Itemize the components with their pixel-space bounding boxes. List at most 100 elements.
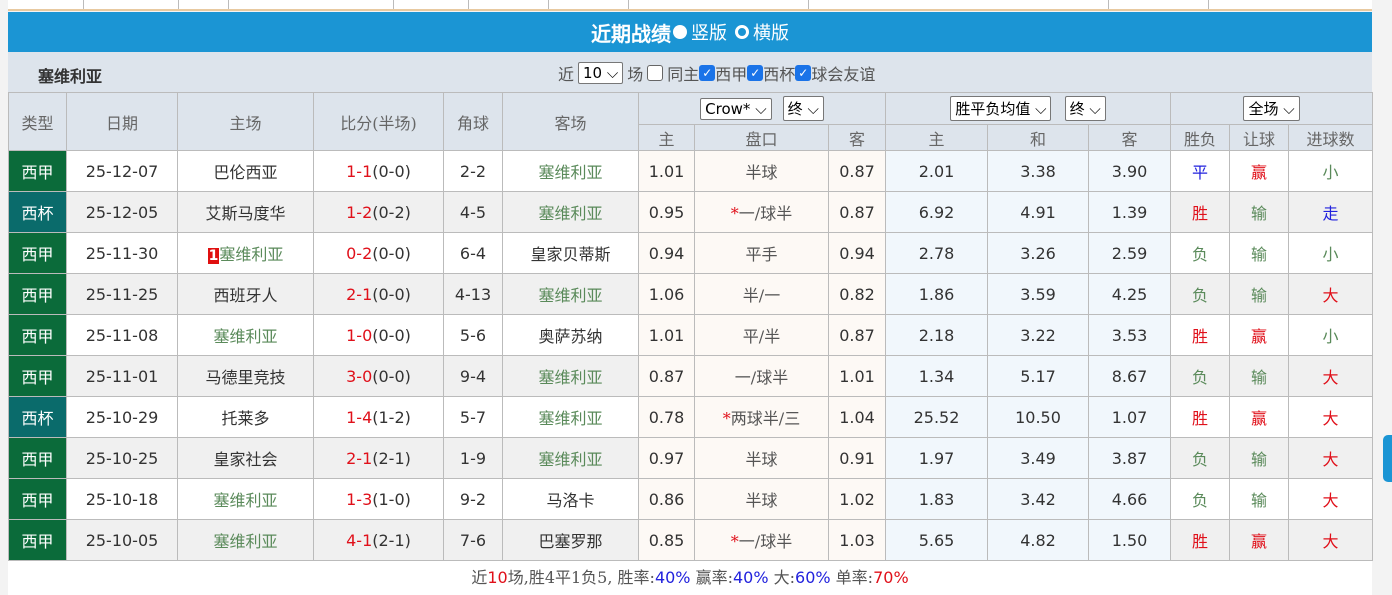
half-time-score: (0-0): [372, 325, 411, 345]
period-select[interactable]: 全场 ⌵: [1243, 96, 1300, 121]
score-cell[interactable]: 2-1(0-0): [313, 273, 444, 315]
handicap-result: 赢: [1229, 314, 1290, 356]
home-team[interactable]: 皇家社会: [213, 450, 278, 469]
summary-text: 场,胜4平1负5, 胜率:: [507, 568, 655, 587]
col-corner: 角球: [443, 92, 503, 151]
eu-away-odds: 1.07: [1088, 396, 1172, 438]
home-cell: 塞维利亚: [177, 478, 314, 520]
radio-horizontal[interactable]: [735, 25, 749, 39]
away-cell: 塞维利亚: [502, 396, 639, 438]
radio-vertical-label[interactable]: 竖版: [691, 23, 727, 44]
away-team[interactable]: 奥萨苏纳: [538, 327, 603, 346]
away-team[interactable]: 巴塞罗那: [538, 532, 603, 551]
half-time-score: (0-0): [372, 243, 411, 263]
away-cell: 塞维利亚: [502, 150, 639, 192]
away-team[interactable]: 塞维利亚: [538, 163, 603, 182]
score-cell[interactable]: 1-3(1-0): [313, 478, 444, 520]
away-team[interactable]: 塞维利亚: [538, 286, 603, 305]
ah-line-cell: *一/球半: [694, 191, 829, 233]
section-title: 近期战绩: [591, 21, 671, 46]
eu-home-odds: 1.34: [885, 355, 989, 397]
match-type: 西甲: [8, 437, 67, 479]
half-time-score: (2-1): [372, 448, 411, 468]
goals-result: 小: [1288, 314, 1374, 356]
match-date: 25-10-25: [66, 437, 178, 479]
copa-checkbox[interactable]: ✓: [747, 65, 764, 81]
match-result: 胜: [1170, 191, 1231, 233]
ah-star: *: [730, 532, 739, 551]
ah-home-odds: 0.94: [638, 232, 695, 274]
score-cell[interactable]: 1-0(0-0): [313, 314, 444, 356]
match-count-select[interactable]: 10 ⌵: [578, 62, 624, 84]
match-table: 类型 日期 主场 比分(半场) 角球 客场 Crow* ⌵ 终 ⌵ 胜平负均值 …: [8, 92, 1374, 561]
same-home-label: 同主: [667, 65, 700, 84]
away-team[interactable]: 塞维利亚: [538, 368, 603, 387]
handicap-result: 输: [1229, 232, 1290, 274]
filter-bar: 塞维利亚 近 10 ⌵ 场 同主 ✓ 西甲 ✓ 西杯 ✓ 球会友谊: [8, 52, 1372, 92]
match-result: 负: [1170, 478, 1231, 520]
half-time-score: (1-0): [372, 489, 411, 509]
home-team[interactable]: 塞维利亚: [219, 245, 284, 264]
home-team[interactable]: 塞维利亚: [213, 327, 278, 346]
odds-phase-select[interactable]: 终 ⌵: [1064, 96, 1106, 121]
score-cell[interactable]: 1-4(1-2): [313, 396, 444, 438]
corner-score: 5-6: [443, 314, 503, 356]
match-date: 25-11-08: [66, 314, 178, 356]
ah-away-odds: 0.87: [827, 191, 887, 233]
away-team[interactable]: 塞维利亚: [538, 450, 603, 469]
home-team[interactable]: 托莱多: [221, 409, 270, 428]
friendly-checkbox[interactable]: ✓: [795, 65, 812, 81]
score-cell[interactable]: 3-0(0-0): [313, 355, 444, 397]
away-cell: 巴塞罗那: [502, 519, 639, 561]
corner-score: 6-4: [443, 232, 503, 274]
same-home-checkbox[interactable]: [647, 65, 664, 81]
home-team[interactable]: 马德里竞技: [205, 368, 286, 387]
home-team[interactable]: 巴伦西亚: [213, 163, 278, 182]
table-row: 西甲 25-10-25 皇家社会 2-1(2-1) 1-9 塞维利亚 0.97 半球 0.91 1…: [8, 437, 1374, 479]
score-cell[interactable]: 0-2(0-0): [313, 232, 444, 274]
home-team[interactable]: 塞维利亚: [213, 532, 278, 551]
score-cell[interactable]: 2-1(2-1): [313, 437, 444, 479]
col-home: 主场: [177, 92, 314, 151]
away-team[interactable]: 马洛卡: [546, 491, 595, 510]
ah-home-odds: 0.86: [638, 478, 695, 520]
eu-home-odds: 5.65: [885, 519, 989, 561]
home-team[interactable]: 塞维利亚: [213, 491, 278, 510]
eu-away-odds: 1.39: [1088, 191, 1172, 233]
avg-odds-select[interactable]: 胜平负均值 ⌵: [950, 96, 1052, 121]
score-cell[interactable]: 4-1(2-1): [313, 519, 444, 561]
away-cell: 塞维利亚: [502, 191, 639, 233]
eu-draw-odds: 3.38: [987, 150, 1090, 192]
corner-score: 1-9: [443, 437, 503, 479]
home-team[interactable]: 艾斯马度华: [205, 204, 286, 223]
match-type: 西甲: [8, 519, 67, 561]
ah-line-cell: 半球: [694, 150, 829, 192]
match-type: 西杯: [8, 396, 67, 438]
score-cell[interactable]: 1-2(0-2): [313, 191, 444, 233]
half-time-score: (2-1): [372, 530, 411, 550]
recent-record-panel: 近期战绩 竖版 横版 塞维利亚 近 10 ⌵ 场 同主 ✓ 西甲 ✓ 西杯 ✓ …: [8, 12, 1374, 595]
eu-away-odds: 4.25: [1088, 273, 1172, 315]
eu-draw-odds: 4.91: [987, 191, 1090, 233]
table-row: 西甲 25-10-18 塞维利亚 1-3(1-0) 9-2 马洛卡 0.86 半球 1.02 1.…: [8, 478, 1374, 520]
company-select[interactable]: Crow* ⌵: [700, 98, 772, 120]
scroll-to-top-tab[interactable]: [1383, 435, 1392, 482]
table-row: 西杯 25-10-29 托莱多 1-4(1-2) 5-7 塞维利亚 0.78 *两球半/三 1.…: [8, 396, 1374, 438]
away-team[interactable]: 皇家贝蒂斯: [530, 245, 611, 264]
handicap-phase-select[interactable]: 终 ⌵: [782, 96, 824, 121]
col-eu-draw: 和: [987, 124, 1090, 151]
col-ah-away: 客: [827, 124, 887, 151]
ah-line: 平手: [745, 245, 778, 264]
away-team[interactable]: 塞维利亚: [538, 409, 603, 428]
radio-horizontal-label[interactable]: 横版: [753, 23, 789, 44]
col-away: 客场: [502, 92, 639, 151]
radio-vertical[interactable]: [673, 25, 687, 39]
away-cell: 塞维利亚: [502, 355, 639, 397]
home-team[interactable]: 西班牙人: [213, 286, 278, 305]
eu-away-odds: 4.66: [1088, 478, 1172, 520]
score-cell[interactable]: 1-1(0-0): [313, 150, 444, 192]
laliga-checkbox[interactable]: ✓: [699, 65, 716, 81]
summary-text: 单率:: [830, 568, 874, 587]
away-team[interactable]: 塞维利亚: [538, 204, 603, 223]
table-row: 西甲 25-11-08 塞维利亚 1-0(0-0) 5-6 奥萨苏纳 1.01 平/半 0.87…: [8, 314, 1374, 356]
